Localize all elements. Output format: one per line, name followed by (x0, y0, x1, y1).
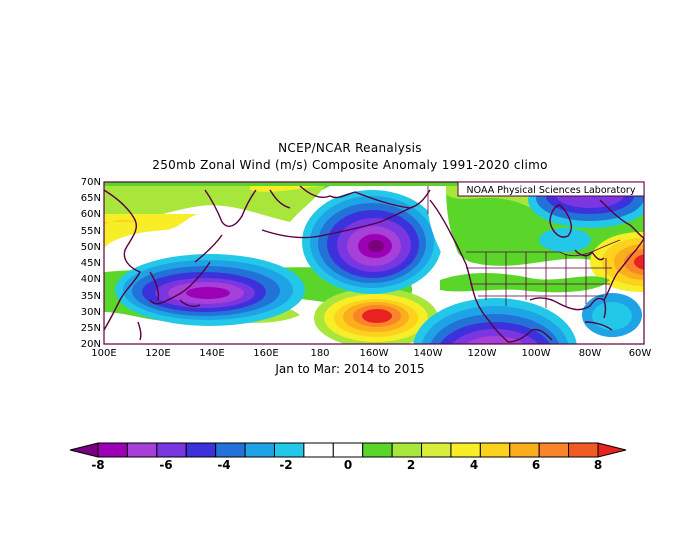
colorbar-swatch (185, 442, 217, 458)
time-range-label: Jan to Mar: 2014 to 2015 (275, 362, 425, 376)
colorbar-swatch (479, 442, 511, 458)
colorbar-tick-label: -2 (279, 458, 292, 472)
colorbar-swatch (126, 442, 158, 458)
colorbar-swatch (332, 442, 364, 458)
lon-label: 160E (253, 348, 278, 359)
colorbar (69, 442, 627, 458)
colorbar-tick-label: -8 (91, 458, 104, 472)
colorbar-swatch (450, 442, 481, 458)
lon-axis: 100E 120E 140E 160E 180 160W 140W 120W 1… (91, 348, 651, 359)
colorbar-swatch (421, 442, 452, 458)
lat-axis: 70N 65N 60N 55N 50N 45N 40N 35N 30N 25N … (81, 177, 101, 350)
colorbar-tick-label: -4 (217, 458, 230, 472)
lat-label: 30N (81, 307, 101, 318)
lon-label: 180 (310, 348, 329, 359)
colorbar-swatch (97, 442, 128, 458)
lat-label: 70N (81, 177, 101, 188)
colorbar-swatch (273, 442, 305, 458)
colorbar-swatch (244, 442, 275, 458)
lon-label: 80W (579, 348, 602, 359)
lat-label: 65N (81, 193, 101, 204)
colorbar-swatch (568, 442, 599, 458)
colorbar-swatch (391, 442, 423, 458)
watermark-text: NOAA Physical Sciences Laboratory (467, 185, 636, 196)
lon-label: 100E (91, 348, 116, 359)
lon-label: 160W (360, 348, 389, 359)
colorbar-tick-label: 6 (532, 458, 540, 472)
colorbar-labels: -8 -6 -4 -2 0 2 4 6 8 (91, 458, 602, 472)
map-frame (103, 181, 645, 345)
colorbar-tick-label: -6 (159, 458, 172, 472)
lat-label: 60N (81, 209, 101, 220)
colorbar-swatch (215, 442, 246, 458)
watermark-box (457, 181, 645, 197)
anomaly-field (104, 182, 644, 344)
lat-label: 55N (81, 226, 101, 237)
lon-label: 140E (199, 348, 224, 359)
lat-label: 25N (81, 323, 101, 334)
lat-label: 20N (81, 339, 101, 350)
lat-label: 40N (81, 274, 101, 285)
lat-label: 45N (81, 258, 101, 269)
colorbar-swatch (509, 442, 540, 458)
lat-label: 50N (81, 242, 101, 253)
colorbar-tick-label: 2 (407, 458, 415, 472)
colorbar-arrow-high (597, 442, 627, 458)
colorbar-tick-label: 4 (470, 458, 478, 472)
colorbar-tick-label: 0 (344, 458, 352, 472)
lon-label: 60W (629, 348, 652, 359)
colorbar-swatch (156, 442, 187, 458)
title-line-2: 250mb Zonal Wind (m/s) Composite Anomaly… (152, 158, 548, 172)
lat-label: 35N (81, 291, 101, 302)
lon-label: 140W (414, 348, 443, 359)
title-line-1: NCEP/NCAR Reanalysis (278, 141, 422, 155)
colorbar-arrow-low (69, 442, 99, 458)
lon-label: 120E (145, 348, 170, 359)
colorbar-swatch (538, 442, 570, 458)
colorbar-swatch (362, 442, 393, 458)
colorbar-swatch (303, 442, 334, 458)
colorbar-tick-label: 8 (594, 458, 602, 472)
lon-label: 120W (468, 348, 497, 359)
lon-label: 100W (522, 348, 551, 359)
